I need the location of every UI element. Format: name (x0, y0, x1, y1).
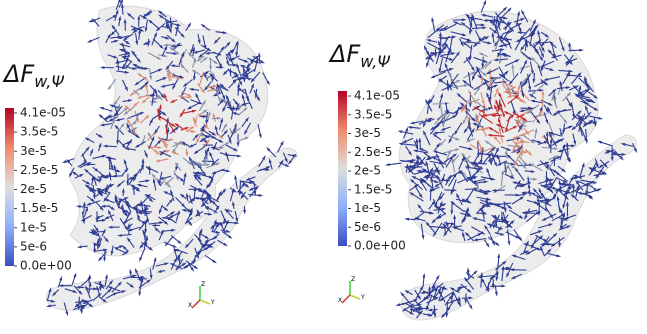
vector-head (497, 253, 500, 258)
vector-head (73, 273, 76, 278)
colorbar-label: 3e-5 (20, 144, 47, 158)
vector-head (405, 127, 408, 132)
vector-head (245, 137, 250, 140)
vector-head (280, 140, 283, 145)
vector-head (598, 117, 603, 120)
vector-head (139, 257, 142, 262)
colorbar-label: 1.5e-5 (354, 182, 392, 196)
vector-head (259, 134, 262, 139)
vector-head (259, 194, 264, 197)
colorbar-label: 1.5e-5 (20, 201, 58, 215)
vector-head (223, 243, 228, 247)
vector-head (501, 285, 506, 288)
vector-head (597, 141, 602, 144)
panel-right: ΔFw,Ψ 4.1e-05 3.5e-5 3e-5 2.5e-5 2e-5 1.5e-5 1… (328, 40, 406, 304)
vector-head (76, 205, 81, 208)
vector-head (398, 130, 403, 133)
axis-x: X (338, 297, 342, 304)
vector-head (597, 189, 602, 192)
title-main: ΔF (2, 60, 35, 88)
vector-head (88, 19, 93, 22)
vector-head (517, 11, 520, 16)
colorbar-label: 5e-6 (354, 220, 381, 234)
vector-head (585, 139, 588, 144)
vector-head (385, 163, 390, 166)
vector-head (154, 257, 157, 262)
vector-head (582, 162, 585, 167)
vector-head (59, 276, 62, 281)
vector-head (77, 245, 82, 248)
colorbar-label: 1e-5 (354, 201, 381, 215)
vector-head (100, 66, 105, 69)
axis-x: X (188, 302, 192, 309)
vector-head (404, 218, 409, 221)
axis-z: Z (201, 281, 205, 288)
colorbar-label: 3.5e-5 (354, 107, 392, 121)
vector-head (138, 292, 141, 297)
colorbar-label: 0.0e+00 (354, 239, 406, 253)
vector-head (556, 254, 561, 257)
vector-head (422, 273, 425, 278)
vector-head (602, 172, 607, 175)
axes-triad: Z Y X (188, 281, 215, 309)
vector-head (103, 257, 106, 262)
vector-head (508, 241, 511, 246)
vector-head (87, 40, 92, 43)
vector-head (396, 303, 401, 306)
colorbar-label: 2.5e-5 (20, 163, 58, 177)
vector-head (46, 304, 51, 307)
vector-head (553, 187, 558, 190)
vector-head (469, 305, 473, 310)
colorbar-label: 2e-5 (354, 164, 381, 178)
vector-head (467, 267, 470, 272)
vector-head (234, 175, 237, 180)
vector-head (410, 121, 415, 124)
colorbar-label: 2.5e-5 (354, 145, 392, 159)
colorbar-label: 5e-6 (20, 239, 47, 253)
vector-head (80, 309, 83, 314)
vector-head (237, 154, 242, 157)
vector-head (105, 274, 108, 279)
colorbar-label: 0.0e+00 (20, 259, 72, 273)
vector-head (495, 292, 498, 297)
colorbar-label: 2e-5 (20, 182, 47, 196)
title-main: ΔF (328, 40, 361, 68)
vector-head (521, 10, 524, 15)
title: ΔFw,Ψ (2, 60, 64, 91)
title-sub: w,Ψ (360, 52, 390, 71)
vector-head (129, 269, 132, 274)
vector-head (436, 275, 440, 280)
vector-head (422, 235, 425, 240)
vector-head (431, 17, 434, 22)
vector-head (243, 210, 246, 215)
title: ΔFw,Ψ (328, 40, 390, 71)
colorbar (5, 108, 14, 266)
axis-y: Y (360, 294, 365, 301)
vector-head (445, 313, 448, 318)
vector-head (65, 311, 68, 316)
vector-head (121, 3, 124, 8)
vector-head (62, 160, 67, 163)
axes-triad: Z Y X (338, 276, 365, 304)
vector-head (226, 169, 231, 172)
colorbar-label: 4.1e-05 (20, 106, 66, 120)
vector-head (99, 107, 104, 110)
vector-head (579, 49, 584, 52)
vector-head (48, 287, 51, 292)
vector-head (88, 274, 91, 279)
colorbar-label: 4.1e-05 (354, 89, 400, 103)
title-sub: w,Ψ (34, 72, 64, 91)
colorbar (338, 91, 347, 246)
axis-y: Y (210, 299, 215, 306)
axis-z: Z (351, 276, 355, 283)
colorbar-label: 3e-5 (354, 126, 381, 140)
colorbar-label: 1e-5 (20, 220, 47, 234)
colorbar-label: 3.5e-5 (20, 125, 58, 139)
vector-head (483, 0, 486, 4)
vector-head (172, 245, 177, 248)
vector-head (430, 75, 435, 78)
